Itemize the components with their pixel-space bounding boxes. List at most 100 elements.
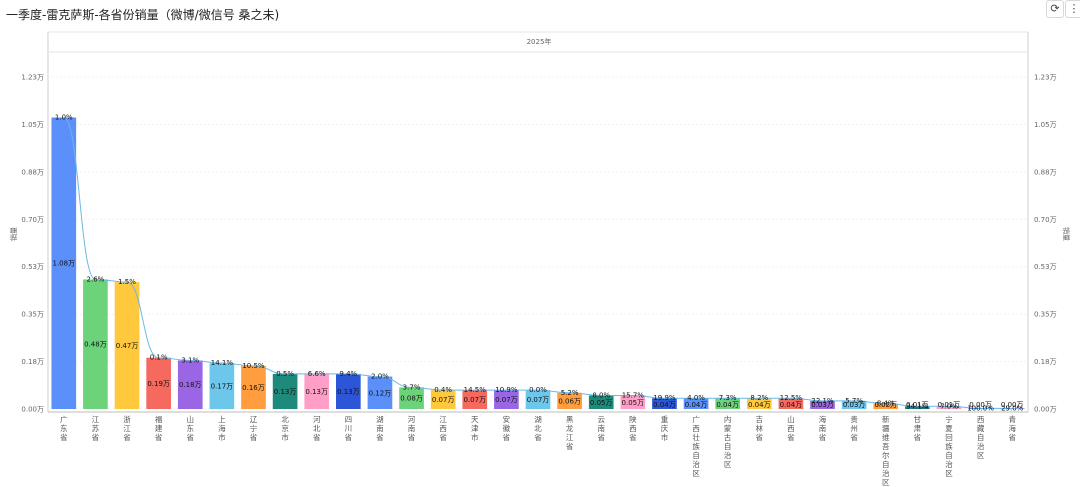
percent-label: 7.3% [719, 394, 737, 402]
chart-frame [47, 31, 1029, 413]
bar [272, 373, 298, 409]
category-label: 湖北省 [534, 415, 542, 442]
value-label: 0.04万 [653, 401, 676, 409]
y2-tick-label: 0.70万 [1034, 216, 1057, 224]
percent-label: 5.2% [561, 389, 579, 397]
value-label: 0.13万 [337, 388, 360, 396]
more-vertical-icon[interactable]: ⋮ [1065, 0, 1080, 18]
category-label: 广东省 [60, 414, 68, 442]
bar [304, 373, 330, 409]
category-label: 浙江省 [123, 414, 131, 442]
category-label: 陕西省 [629, 414, 637, 442]
refresh-icon[interactable]: ⟳ [1046, 0, 1064, 18]
category-label: 江西省 [439, 415, 447, 442]
y2-tick-label: 0.00万 [1034, 406, 1057, 414]
value-label: 0.48万 [84, 341, 107, 349]
value-label: 0.07万 [463, 396, 486, 404]
percent-label: 15.7% [622, 392, 645, 400]
bar [620, 395, 646, 409]
y-tick-label: 0.00万 [21, 406, 44, 414]
bar [778, 398, 804, 409]
bar [209, 363, 235, 409]
category-label: 山东省 [187, 414, 195, 442]
y-tick-label: 0.88万 [21, 168, 44, 176]
category-label: 重庆市 [661, 415, 669, 442]
bars [51, 117, 1025, 410]
bar [83, 279, 108, 409]
value-label: 0.13万 [274, 388, 297, 396]
value-label: 0.04万 [748, 401, 771, 409]
value-label: 0.05万 [622, 399, 645, 407]
category-label: 天津市 [471, 415, 479, 442]
bar [905, 406, 930, 409]
bar [51, 117, 77, 410]
bar [683, 398, 709, 409]
y-tick-label: 0.35万 [21, 311, 44, 319]
bar [367, 376, 393, 409]
percent-label: 1.0% [55, 113, 73, 121]
value-label: 0.00万 [1001, 401, 1024, 409]
bar [557, 392, 582, 409]
percent-label: 2.0% [371, 373, 389, 381]
percent-label: 4.0% [687, 394, 705, 402]
percent-label: 9.4% [339, 370, 357, 378]
y-tick-label: 0.53万 [21, 263, 44, 271]
category-label: 河南省 [408, 415, 416, 442]
percent-label: 14.5% [464, 386, 487, 394]
category-label: 辽宁省 [250, 415, 258, 442]
category-label: 海南省 [819, 414, 827, 442]
category-label: 黑龙江省 [566, 415, 574, 451]
bar [715, 398, 741, 409]
value-label: 0.12万 [369, 389, 392, 397]
bar [873, 403, 899, 409]
value-label: 0.18万 [179, 381, 202, 389]
value-label: 0.08万 [400, 395, 423, 403]
bar [746, 398, 772, 409]
category-label: 北京市 [281, 415, 289, 442]
category-label: 上海市 [218, 415, 226, 442]
value-label: 0.47万 [116, 342, 139, 350]
percent-label: 0.1% [150, 354, 168, 362]
category-label: 贵州省 [850, 414, 858, 442]
value-label: 0.01万 [938, 401, 961, 409]
y2-tick-label: 1.23万 [1034, 74, 1057, 82]
percent-label: 8.2% [750, 394, 768, 402]
category-label: 吉林省 [756, 415, 764, 442]
page-title: 一季度-雷克萨斯-各省份销量（微博/微信号 桑之未) [6, 8, 280, 22]
y-axis-label-right: 销量 [1062, 227, 1071, 241]
bar [399, 387, 424, 409]
percent-label: 14.1% [211, 359, 234, 367]
percent-label: 6.6% [308, 370, 326, 378]
percent-label: 2.6% [87, 275, 105, 283]
bar [652, 398, 677, 409]
trend-path [63, 116, 1013, 409]
bar [494, 390, 519, 409]
percent-label: 5.7% [845, 397, 863, 405]
percent-label: 12.5% [780, 394, 803, 402]
value-label: 0.03万 [843, 401, 866, 409]
value-label: 0.02万 [874, 401, 897, 409]
value-label: 0.03万 [811, 401, 834, 409]
category-label: 内蒙古自治区 [724, 414, 732, 469]
percent-label: 19.9% [653, 394, 676, 402]
y2-tick-label: 0.35万 [1034, 311, 1057, 319]
y2-tick-label: 0.53万 [1034, 263, 1057, 271]
percent-label: 8.4% [877, 400, 895, 408]
bar [525, 390, 551, 409]
percent-label: 10.5% [242, 362, 265, 370]
value-label: 0.07万 [432, 396, 455, 404]
percent-label: 3.1% [181, 356, 199, 364]
category-label: 西藏自治区 [977, 415, 985, 460]
percent-label: 1.5% [118, 278, 136, 286]
value-label: 1.08万 [53, 260, 76, 268]
category-label: 云南省 [597, 415, 605, 442]
bar [462, 390, 488, 409]
bar [335, 373, 361, 409]
category-labels: 广东省 江苏省 浙江省 福建省 山东省 上海市 辽宁省 北京市 河北省 四川省 湖南省 河南省 江西省 天… [60, 414, 1016, 487]
value-label: 0.04万 [780, 401, 803, 409]
category-label: 山西省 [787, 414, 795, 442]
percent-label: 22.1% [811, 397, 834, 405]
value-label: 0.07万 [527, 396, 550, 404]
data-labels: 1.08万 1.0% 0.48万 2.6% 0.47万 1.5% 0.19万 0.1% 0.18… [53, 113, 1024, 412]
